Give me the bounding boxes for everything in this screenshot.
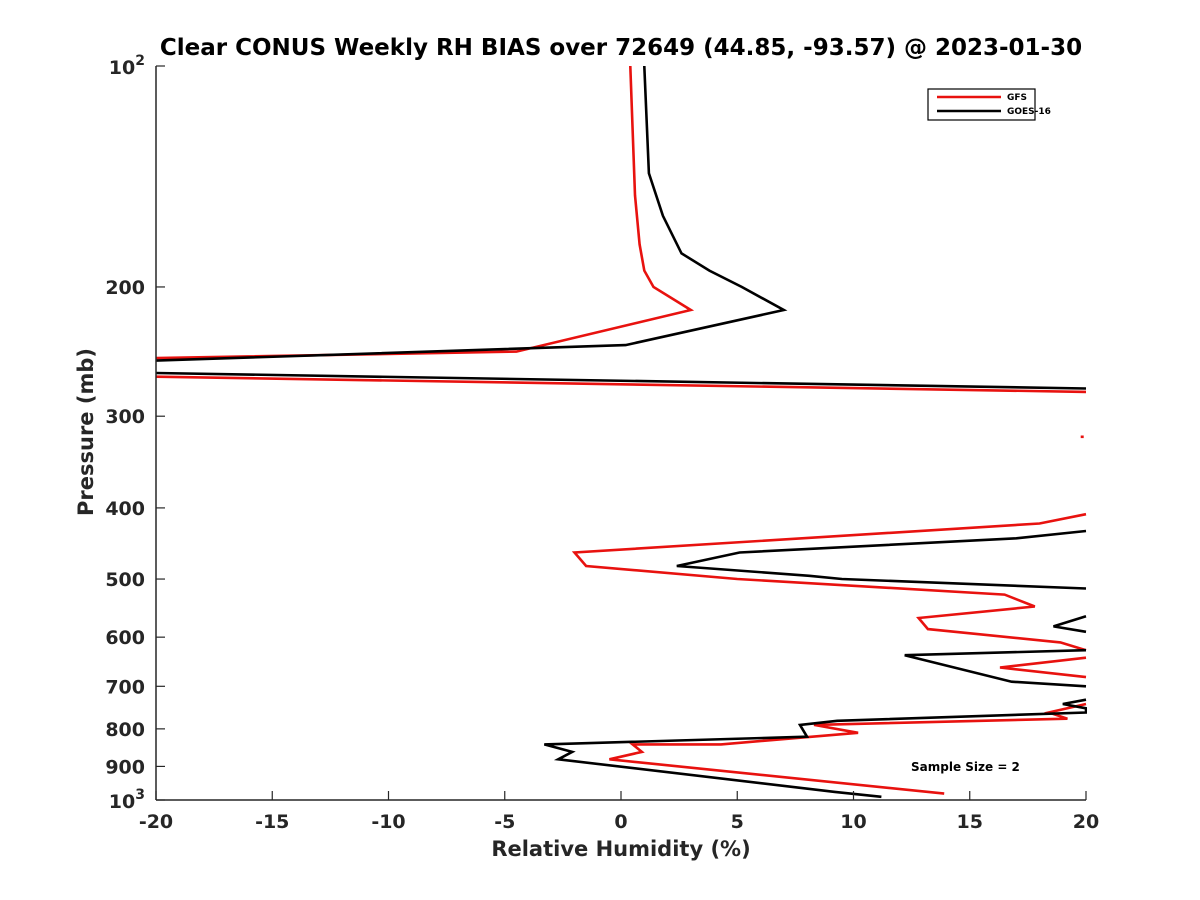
- x-tick-label: -5: [494, 811, 515, 833]
- series-goes-16-segment-2: [676, 529, 1087, 590]
- series-gfs-segment-5: [609, 702, 1087, 795]
- x-axis-label: Relative Humidity (%): [491, 837, 750, 861]
- y-tick-label: 900: [105, 756, 145, 778]
- y-axis-label: Pressure (mb): [74, 348, 98, 516]
- x-tick-label: 15: [957, 811, 983, 833]
- series-goes-16-segment-0: [156, 65, 788, 362]
- y-tick-label: 103: [109, 787, 145, 813]
- y-tick-label: 200: [105, 277, 145, 299]
- x-tick-label: -15: [255, 811, 289, 833]
- x-tick-label: -10: [371, 811, 405, 833]
- tick-exponent: 3: [135, 787, 145, 803]
- x-tick-label: -20: [139, 811, 173, 833]
- series-gfs-segment-4: [999, 656, 1087, 679]
- x-tick-label: 0: [614, 811, 627, 833]
- legend-label-goes-16: GOES-16: [1007, 107, 1051, 117]
- chart-title: Clear CONUS Weekly RH BIAS over 72649 (4…: [160, 35, 1082, 61]
- series-gfs-segment-1: [156, 375, 1087, 394]
- legend-box: [927, 88, 1036, 121]
- legend: GFS GOES-16: [927, 88, 1051, 121]
- y-tick-label: 800: [105, 719, 145, 741]
- y-tick-label: 700: [105, 676, 145, 698]
- series-goes-16-segment-4: [904, 648, 1087, 688]
- plot-lines: [156, 65, 1087, 799]
- series-goes-16-segment-5: [543, 698, 1087, 799]
- x-axis-ticks: -20 -15 -10 -5 0 5 10 15 20: [139, 791, 1099, 833]
- sample-size-annotation: Sample Size = 2: [911, 760, 1020, 774]
- series-goes-16-segment-1: [156, 371, 1087, 390]
- tick-base: 10: [109, 57, 135, 79]
- y-tick-label: 600: [105, 627, 145, 649]
- x-tick-label: 20: [1073, 811, 1099, 833]
- x-tick-label: 5: [731, 811, 744, 833]
- series-gfs-segment-3: [571, 512, 1087, 652]
- y-tick-label: 300: [105, 406, 145, 428]
- legend-label-gfs: GFS: [1007, 93, 1027, 103]
- series-goes-16-segment-3: [1053, 615, 1087, 634]
- tick-base: 10: [109, 791, 135, 813]
- y-tick-label: 400: [105, 498, 145, 520]
- y-tick-label: 102: [109, 53, 145, 79]
- y-tick-label: 500: [105, 569, 145, 591]
- series-gfs-segment-0: [156, 65, 695, 360]
- x-tick-label: 10: [840, 811, 866, 833]
- tick-exponent: 2: [135, 53, 145, 69]
